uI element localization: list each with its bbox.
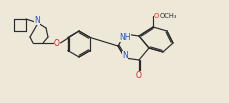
Text: O: O xyxy=(54,39,60,47)
Text: O: O xyxy=(136,71,142,80)
Text: OCH₃: OCH₃ xyxy=(160,13,177,19)
Text: O: O xyxy=(154,13,159,19)
Text: NH: NH xyxy=(119,33,131,42)
Text: N: N xyxy=(34,16,40,25)
Text: N: N xyxy=(122,50,128,60)
